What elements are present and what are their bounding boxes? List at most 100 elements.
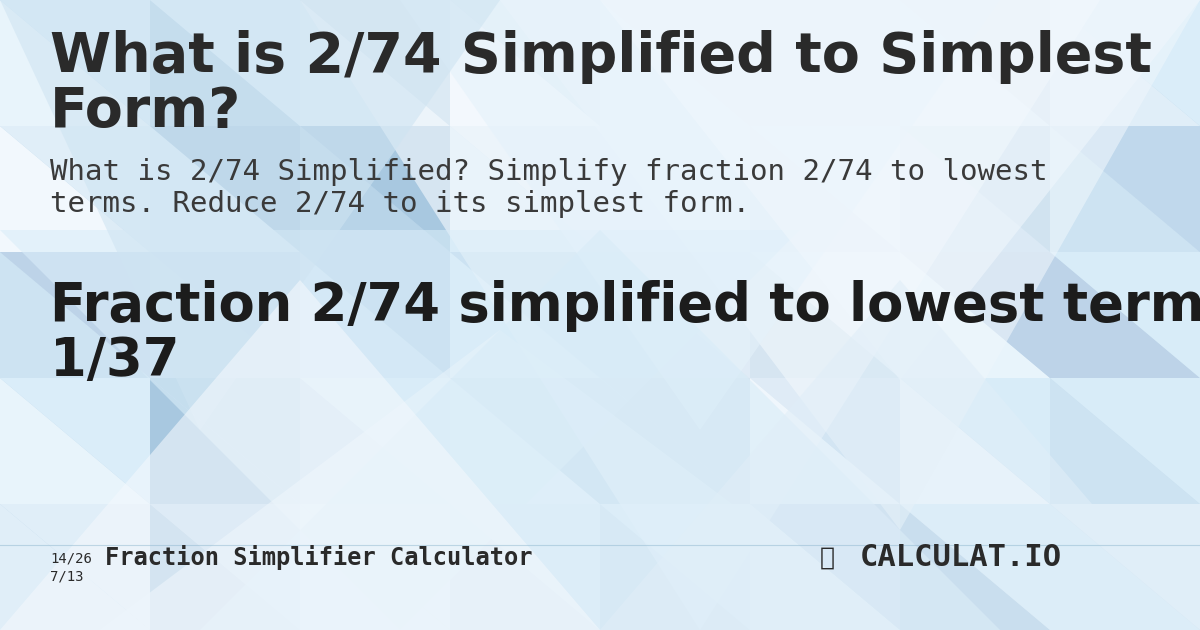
Polygon shape bbox=[150, 378, 300, 504]
Polygon shape bbox=[0, 0, 150, 126]
Text: Form?: Form? bbox=[50, 85, 241, 139]
Polygon shape bbox=[600, 126, 750, 252]
Text: Fraction Simplifier Calculator: Fraction Simplifier Calculator bbox=[106, 546, 533, 571]
Polygon shape bbox=[1050, 0, 1200, 126]
Polygon shape bbox=[150, 504, 300, 630]
Polygon shape bbox=[900, 0, 1050, 126]
Polygon shape bbox=[1050, 126, 1200, 252]
Polygon shape bbox=[0, 126, 150, 252]
Polygon shape bbox=[300, 252, 450, 378]
Text: What is 2/74 Simplified to Simplest: What is 2/74 Simplified to Simplest bbox=[50, 30, 1152, 84]
Polygon shape bbox=[300, 0, 1100, 630]
Polygon shape bbox=[150, 0, 300, 126]
Polygon shape bbox=[600, 378, 750, 504]
Polygon shape bbox=[450, 504, 600, 630]
Polygon shape bbox=[1050, 252, 1200, 378]
Polygon shape bbox=[750, 378, 900, 504]
Polygon shape bbox=[900, 252, 1050, 378]
Polygon shape bbox=[900, 378, 1050, 504]
Polygon shape bbox=[150, 504, 300, 630]
Polygon shape bbox=[900, 0, 1050, 126]
Polygon shape bbox=[900, 378, 1050, 504]
Text: 1/37: 1/37 bbox=[50, 335, 180, 387]
Polygon shape bbox=[200, 230, 1000, 630]
Polygon shape bbox=[750, 0, 900, 126]
Polygon shape bbox=[450, 126, 600, 252]
Polygon shape bbox=[0, 378, 150, 504]
Polygon shape bbox=[1050, 378, 1200, 504]
Polygon shape bbox=[900, 504, 1050, 630]
Polygon shape bbox=[450, 378, 600, 504]
Polygon shape bbox=[300, 0, 450, 126]
Polygon shape bbox=[150, 0, 300, 126]
Polygon shape bbox=[1050, 378, 1200, 504]
Polygon shape bbox=[750, 252, 900, 378]
Polygon shape bbox=[300, 252, 450, 378]
Polygon shape bbox=[600, 252, 750, 378]
Polygon shape bbox=[300, 126, 450, 252]
Polygon shape bbox=[450, 252, 600, 378]
Polygon shape bbox=[1050, 126, 1200, 252]
Text: ✋: ✋ bbox=[820, 546, 835, 570]
Polygon shape bbox=[0, 0, 150, 126]
Polygon shape bbox=[900, 252, 1050, 378]
Polygon shape bbox=[300, 504, 450, 630]
Polygon shape bbox=[150, 252, 300, 378]
Polygon shape bbox=[600, 504, 750, 630]
Text: terms. Reduce 2/74 to its simplest form.: terms. Reduce 2/74 to its simplest form. bbox=[50, 190, 750, 218]
Polygon shape bbox=[400, 0, 1000, 430]
Polygon shape bbox=[750, 504, 900, 630]
Text: 14/26: 14/26 bbox=[50, 552, 92, 566]
Polygon shape bbox=[600, 504, 750, 630]
Polygon shape bbox=[0, 280, 600, 630]
Polygon shape bbox=[0, 230, 800, 630]
Polygon shape bbox=[300, 0, 450, 126]
Polygon shape bbox=[450, 378, 600, 504]
Polygon shape bbox=[100, 330, 900, 630]
Polygon shape bbox=[750, 252, 900, 378]
Polygon shape bbox=[0, 504, 150, 630]
Polygon shape bbox=[600, 0, 750, 126]
Text: What is 2/74 Simplified? Simplify fraction 2/74 to lowest: What is 2/74 Simplified? Simplify fracti… bbox=[50, 158, 1048, 186]
Text: Fraction 2/74 simplified to lowest terms is: Fraction 2/74 simplified to lowest terms… bbox=[50, 280, 1200, 332]
Polygon shape bbox=[300, 504, 450, 630]
Polygon shape bbox=[600, 378, 750, 504]
Polygon shape bbox=[0, 0, 500, 430]
Polygon shape bbox=[0, 126, 150, 252]
Polygon shape bbox=[600, 126, 750, 252]
Polygon shape bbox=[0, 504, 150, 630]
Polygon shape bbox=[900, 126, 1050, 252]
Polygon shape bbox=[300, 378, 450, 504]
Polygon shape bbox=[500, 0, 1200, 530]
Polygon shape bbox=[750, 126, 900, 252]
Polygon shape bbox=[750, 0, 900, 126]
Polygon shape bbox=[450, 0, 600, 126]
Polygon shape bbox=[750, 504, 900, 630]
Polygon shape bbox=[750, 126, 900, 252]
Polygon shape bbox=[150, 126, 300, 252]
Text: 7/13: 7/13 bbox=[50, 570, 84, 584]
Polygon shape bbox=[1050, 252, 1200, 378]
Text: CALCULAT.IO: CALCULAT.IO bbox=[860, 544, 1062, 573]
Polygon shape bbox=[1050, 504, 1200, 630]
Polygon shape bbox=[450, 0, 600, 126]
Polygon shape bbox=[600, 0, 1200, 380]
Polygon shape bbox=[450, 252, 600, 378]
Polygon shape bbox=[600, 252, 750, 378]
Polygon shape bbox=[0, 252, 150, 378]
Polygon shape bbox=[450, 504, 600, 630]
Polygon shape bbox=[600, 280, 1200, 630]
Polygon shape bbox=[900, 126, 1050, 252]
Polygon shape bbox=[900, 504, 1050, 630]
Polygon shape bbox=[0, 378, 150, 504]
Polygon shape bbox=[150, 378, 300, 504]
Polygon shape bbox=[300, 126, 450, 252]
Polygon shape bbox=[0, 252, 150, 378]
Polygon shape bbox=[300, 378, 450, 504]
Polygon shape bbox=[150, 126, 300, 252]
Polygon shape bbox=[600, 0, 750, 126]
Polygon shape bbox=[450, 126, 600, 252]
Polygon shape bbox=[150, 252, 300, 378]
Polygon shape bbox=[1050, 504, 1200, 630]
Polygon shape bbox=[1050, 0, 1200, 126]
